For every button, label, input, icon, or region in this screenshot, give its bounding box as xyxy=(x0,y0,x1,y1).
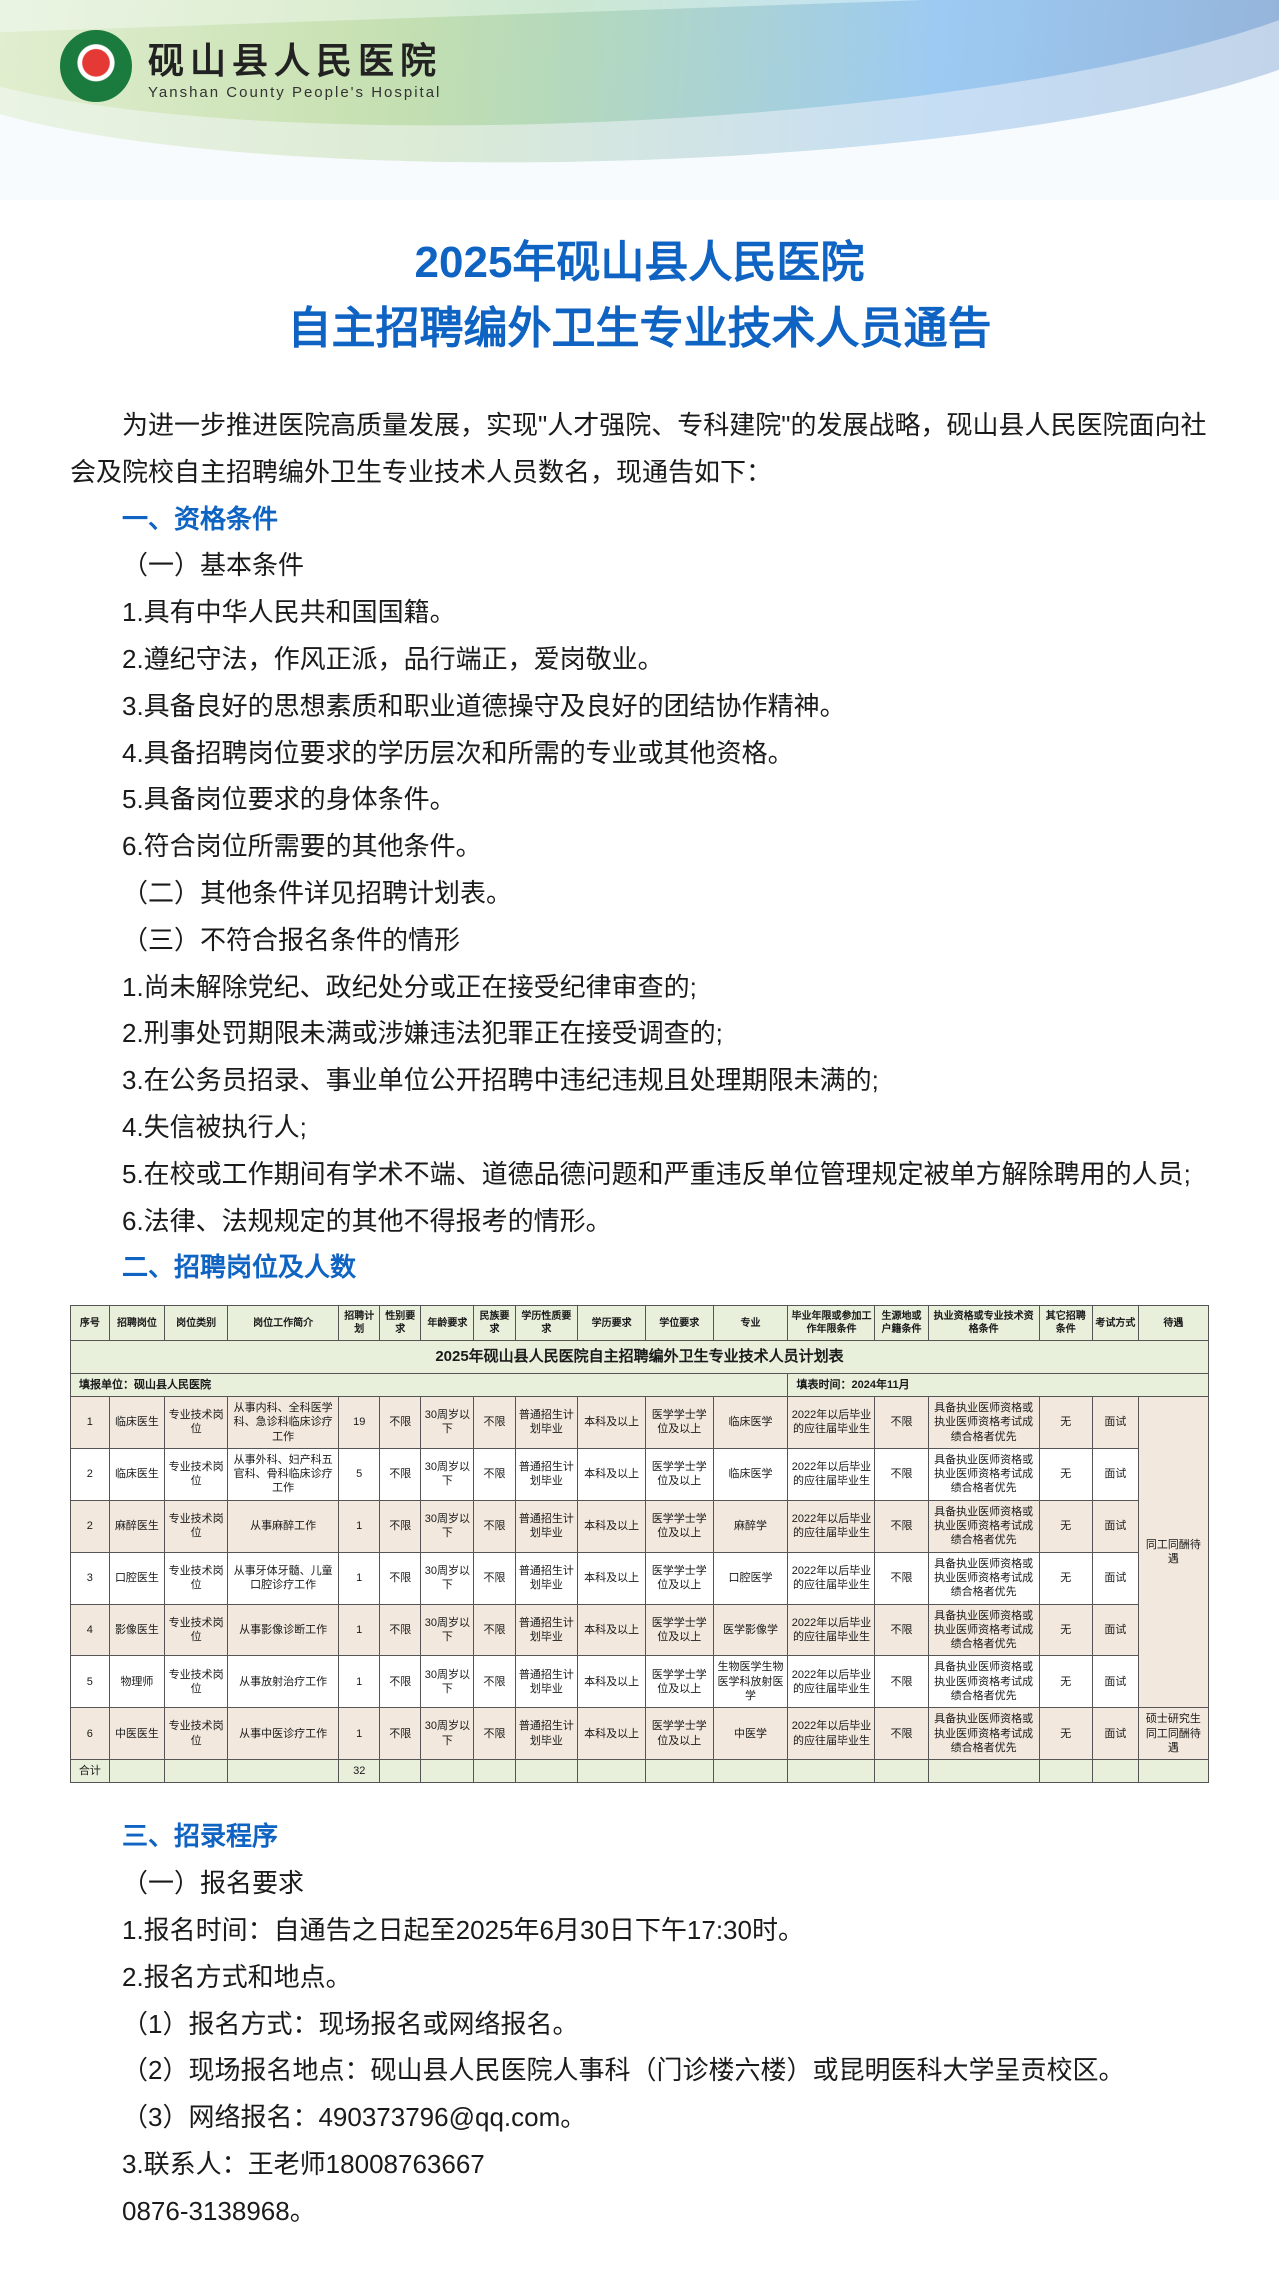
table-row: 5物理师专业技术岗位从事放射治疗工作1不限30周岁以下不限普通招生计划毕业本科及… xyxy=(71,1656,1209,1708)
table-row: 2麻醉医生专业技术岗位从事麻醉工作1不限30周岁以下不限普通招生计划毕业本科及以… xyxy=(71,1500,1209,1552)
sec1-neg-3: 4.失信被执行人; xyxy=(70,1104,1209,1151)
table-col-header: 执业资格或专业技术资格条件 xyxy=(928,1306,1039,1341)
hospital-name-en: Yanshan County People's Hospital xyxy=(148,84,442,101)
sec3-item-6: 0876-3138968。 xyxy=(70,2188,1209,2235)
section-3-head: 三、招录程序 xyxy=(70,1813,1209,1860)
table-col-header: 学历性质要求 xyxy=(515,1306,578,1341)
table-title: 2025年砚山县人民医院自主招聘编外卫生专业技术人员计划表 xyxy=(71,1341,1209,1374)
table-filler-right: 填表时间：2024年11月 xyxy=(788,1373,1209,1396)
sec3-item-4: （3）网络报名：490373796@qq.com。 xyxy=(70,2094,1209,2141)
recruitment-plan-table: 2025年砚山县人民医院自主招聘编外卫生专业技术人员计划表填报单位：砚山县人民医… xyxy=(70,1305,1209,1783)
table-col-header: 生源地或户籍条件 xyxy=(875,1306,928,1341)
table-col-header: 其它招聘条件 xyxy=(1039,1306,1092,1341)
table-col-header: 招聘计划 xyxy=(339,1306,380,1341)
section-1-sub2: （二）其他条件详见招聘计划表。 xyxy=(70,870,1209,917)
table-col-header: 性别要求 xyxy=(380,1306,421,1341)
sec1-neg-0: 1.尚未解除党纪、政纪处分或正在接受纪律审查的; xyxy=(70,964,1209,1011)
header-banner: 砚山县人民医院 Yanshan County People's Hospital xyxy=(0,0,1279,200)
treatment-main: 同工同酬待遇 xyxy=(1138,1396,1208,1707)
section-1-head: 一、资格条件 xyxy=(70,496,1209,543)
table-row: 2临床医生专业技术岗位从事外科、妇产科五官科、骨科临床诊疗工作5不限30周岁以下… xyxy=(71,1448,1209,1500)
title-line-2: 自主招聘编外卫生专业技术人员通告 xyxy=(288,304,992,353)
table-col-header: 招聘岗位 xyxy=(109,1306,165,1341)
sec1-item-3: 4.具备招聘岗位要求的学历层次和所需的专业或其他资格。 xyxy=(70,730,1209,777)
title-line-1: 2025年砚山县人民医院 xyxy=(415,238,865,287)
section-2-head: 二、招聘岗位及人数 xyxy=(70,1244,1209,1291)
sec1-item-1: 2.遵纪守法，作风正派，品行端正，爱岗敬业。 xyxy=(70,636,1209,683)
table-filler-left: 填报单位：砚山县人民医院 xyxy=(71,1373,788,1396)
table-col-header: 岗位工作简介 xyxy=(228,1306,339,1341)
sec3-item-3: （2）现场报名地点：砚山县人民医院人事科（门诊楼六楼）或昆明医科大学呈贡校区。 xyxy=(70,2047,1209,2094)
hospital-logo-icon xyxy=(60,30,132,102)
table-col-header: 民族要求 xyxy=(474,1306,515,1341)
table-col-header: 考试方式 xyxy=(1092,1306,1138,1341)
table-col-header: 序号 xyxy=(71,1306,110,1341)
table-col-header: 年龄要求 xyxy=(421,1306,474,1341)
sec1-neg-5: 6.法律、法规规定的其他不得报考的情形。 xyxy=(70,1198,1209,1245)
sec1-item-5: 6.符合岗位所需要的其他条件。 xyxy=(70,823,1209,870)
sec1-neg-1: 2.刑事处罚期限未满或涉嫌违法犯罪正在接受调查的; xyxy=(70,1010,1209,1057)
table-col-header: 学位要求 xyxy=(645,1306,713,1341)
table-row: 3口腔医生专业技术岗位从事牙体牙髓、儿童口腔诊疗工作1不限30周岁以下不限普通招… xyxy=(71,1552,1209,1604)
table-col-header: 学历要求 xyxy=(578,1306,646,1341)
sec3-item-1: 2.报名方式和地点。 xyxy=(70,1954,1209,2001)
table-col-header: 专业 xyxy=(713,1306,788,1341)
sec3-item-0: 1.报名时间：自通告之日起至2025年6月30日下午17:30时。 xyxy=(70,1907,1209,1954)
table-col-header: 毕业年限或参加工作年限条件 xyxy=(788,1306,875,1341)
sec1-item-4: 5.具备岗位要求的身体条件。 xyxy=(70,776,1209,823)
hospital-name-cn: 砚山县人民医院 xyxy=(148,32,442,84)
table-col-header: 待遇 xyxy=(1138,1306,1208,1341)
table-row: 4影像医生专业技术岗位从事影像诊断工作1不限30周岁以下不限普通招生计划毕业本科… xyxy=(71,1604,1209,1656)
announcement-title: 2025年砚山县人民医院 自主招聘编外卫生专业技术人员通告 xyxy=(0,230,1279,362)
section-1-sub3: （三）不符合报名条件的情形 xyxy=(70,917,1209,964)
sec3-item-5: 3.联系人：王老师18008763667 xyxy=(70,2141,1209,2188)
table-total-row: 合计32 xyxy=(71,1760,1209,1783)
sec1-item-2: 3.具备良好的思想素质和职业道德操守及良好的团结协作精神。 xyxy=(70,683,1209,730)
treatment-last: 硕士研究生同工同酬待遇 xyxy=(1138,1708,1208,1760)
table-row: 1临床医生专业技术岗位从事内科、全科医学科、急诊科临床诊疗工作19不限30周岁以… xyxy=(71,1396,1209,1448)
sec1-neg-2: 3.在公务员招录、事业单位公开招聘中违纪违规且处理期限未满的; xyxy=(70,1057,1209,1104)
table-col-header: 岗位类别 xyxy=(165,1306,228,1341)
section-3-sub1: （一）报名要求 xyxy=(70,1860,1209,1907)
sec3-item-2: （1）报名方式：现场报名或网络报名。 xyxy=(70,2001,1209,2048)
sec1-neg-4: 5.在校或工作期间有学术不端、道德品德问题和严重违反单位管理规定被单方解除聘用的… xyxy=(70,1151,1209,1198)
sec1-item-0: 1.具有中华人民共和国国籍。 xyxy=(70,589,1209,636)
section-1-sub1: （一）基本条件 xyxy=(70,542,1209,589)
intro-paragraph: 为进一步推进医院高质量发展，实现"人才强院、专科建院"的发展战略，砚山县人民医院… xyxy=(70,402,1209,496)
table-row: 6中医医生专业技术岗位从事中医诊疗工作1不限30周岁以下不限普通招生计划毕业本科… xyxy=(71,1708,1209,1760)
